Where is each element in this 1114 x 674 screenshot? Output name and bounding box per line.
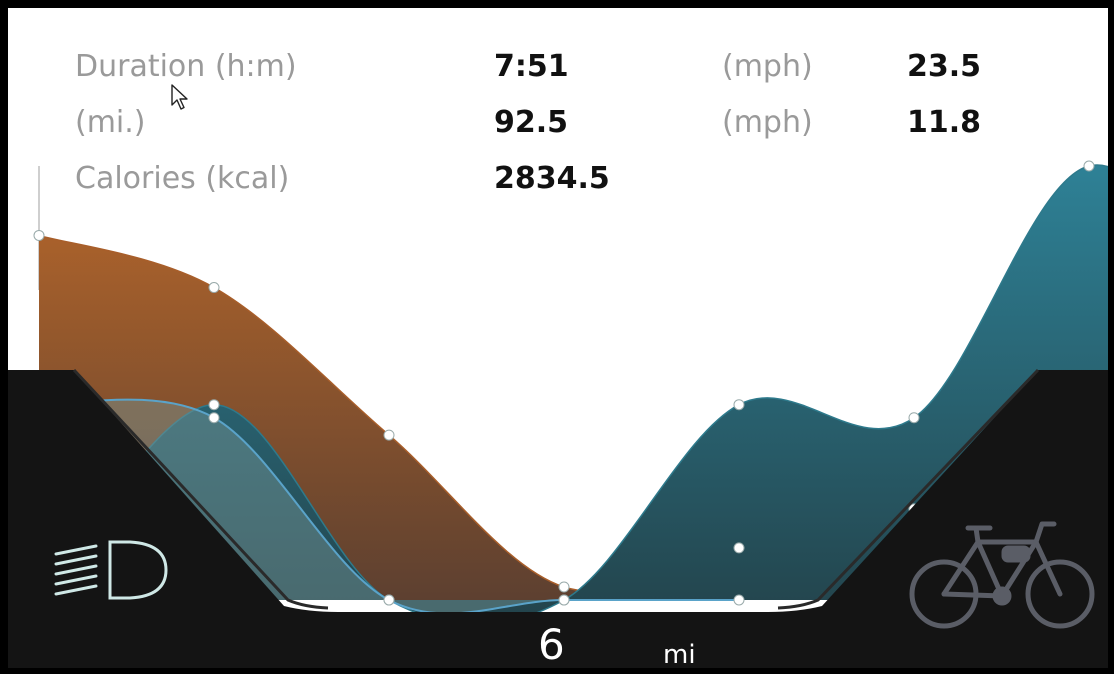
series-point[interactable] bbox=[1083, 451, 1095, 463]
avg-speed-value: 11.8 bbox=[907, 105, 982, 140]
avg-speed-label: (mph) bbox=[722, 105, 813, 140]
series-point[interactable] bbox=[908, 503, 920, 515]
series-point[interactable] bbox=[733, 594, 745, 606]
distance-label: (mi.) bbox=[75, 105, 146, 140]
ride-summary-panel: Duration (h:m) 7:51 (mph) 23.5 (mi.) 92.… bbox=[8, 8, 1108, 668]
bike-icon[interactable] bbox=[906, 514, 1100, 630]
series-point[interactable] bbox=[33, 229, 45, 241]
series-point[interactable] bbox=[383, 594, 395, 606]
headlight-icon[interactable] bbox=[52, 534, 172, 606]
series-point[interactable] bbox=[383, 429, 395, 441]
calories-value: 2834.5 bbox=[494, 161, 610, 196]
series-point[interactable] bbox=[908, 412, 920, 424]
duration-value: 7:51 bbox=[494, 49, 569, 84]
series-point[interactable] bbox=[558, 581, 570, 593]
series-point[interactable] bbox=[208, 399, 220, 411]
duration-label: Duration (h:m) bbox=[75, 49, 297, 84]
series-point[interactable] bbox=[208, 412, 220, 424]
max-speed-value: 23.5 bbox=[907, 49, 982, 84]
distance-value: 92.5 bbox=[494, 105, 569, 140]
mouse-pointer-icon bbox=[171, 84, 188, 110]
series-point[interactable] bbox=[733, 542, 745, 554]
series-point[interactable] bbox=[208, 282, 220, 294]
trip-distance-unit: mi bbox=[663, 640, 696, 668]
series-point[interactable] bbox=[558, 594, 570, 606]
series-point[interactable] bbox=[1083, 160, 1095, 172]
ride-stats: Duration (h:m) 7:51 (mph) 23.5 (mi.) 92.… bbox=[8, 8, 1108, 228]
max-speed-label: (mph) bbox=[722, 49, 813, 84]
trip-distance-value: 6 bbox=[538, 620, 565, 668]
calories-label: Calories (kcal) bbox=[75, 161, 290, 196]
series-point[interactable] bbox=[733, 399, 745, 411]
